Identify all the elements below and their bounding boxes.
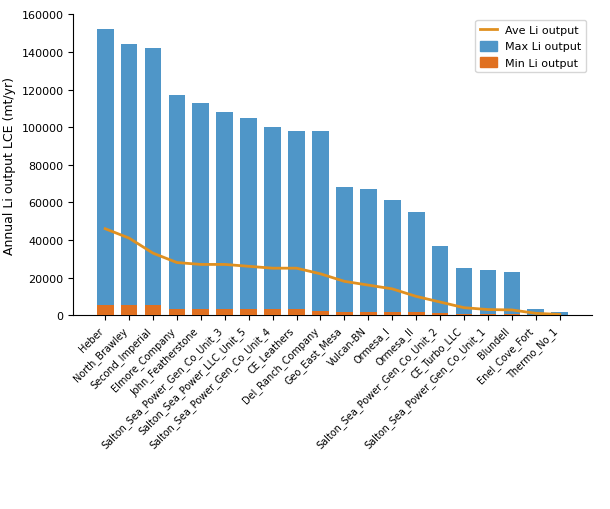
- Bar: [217, 113, 233, 316]
- Bar: [360, 312, 377, 316]
- Bar: [432, 246, 448, 316]
- Y-axis label: Annual Li output LCE (mt/yr): Annual Li output LCE (mt/yr): [3, 76, 16, 254]
- Bar: [312, 312, 329, 316]
- Bar: [288, 132, 305, 316]
- Bar: [217, 309, 233, 316]
- Bar: [432, 314, 448, 316]
- Bar: [336, 188, 353, 316]
- Bar: [240, 119, 257, 316]
- Legend: Ave Li output, Max Li output, Min Li output: Ave Li output, Max Li output, Min Li out…: [475, 21, 586, 73]
- Bar: [479, 271, 497, 316]
- Bar: [456, 269, 472, 316]
- Bar: [503, 272, 520, 316]
- Bar: [193, 309, 209, 316]
- Bar: [240, 309, 257, 316]
- Bar: [168, 309, 185, 316]
- Bar: [168, 96, 185, 316]
- Bar: [312, 132, 329, 316]
- Bar: [97, 305, 113, 316]
- Bar: [193, 103, 209, 316]
- Bar: [97, 30, 113, 316]
- Bar: [121, 45, 137, 316]
- Bar: [121, 305, 137, 316]
- Bar: [145, 49, 162, 316]
- Bar: [384, 312, 401, 316]
- Bar: [408, 312, 425, 316]
- Bar: [336, 312, 353, 316]
- Bar: [384, 201, 401, 316]
- Bar: [145, 305, 162, 316]
- Bar: [408, 212, 425, 316]
- Bar: [479, 314, 497, 316]
- Bar: [360, 190, 377, 316]
- Bar: [456, 314, 472, 316]
- Bar: [528, 309, 544, 316]
- Bar: [288, 309, 305, 316]
- Bar: [264, 128, 281, 316]
- Bar: [551, 313, 568, 316]
- Bar: [264, 309, 281, 316]
- Bar: [503, 315, 520, 316]
